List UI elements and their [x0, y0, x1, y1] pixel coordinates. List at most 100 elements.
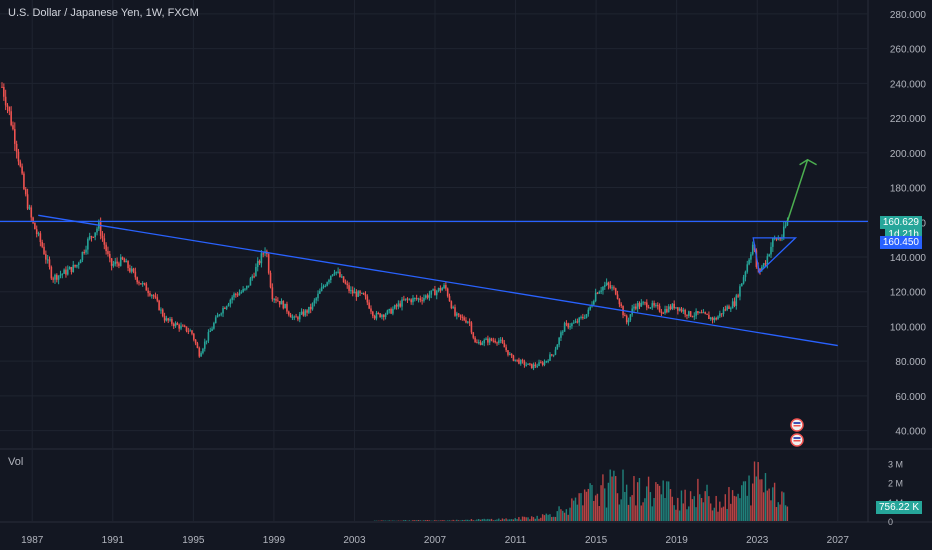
candle-body: [419, 298, 422, 301]
candle-body: [59, 274, 62, 276]
candle-body: [518, 359, 520, 364]
candle-body: [423, 297, 425, 301]
candle-body: [439, 287, 442, 291]
candle-body: [613, 287, 615, 289]
candle-body: [145, 283, 148, 291]
candle-body: [635, 306, 637, 309]
candle-body: [85, 249, 87, 253]
volume-bar: [554, 516, 557, 521]
candle-body: [605, 282, 608, 286]
volume-bar: [669, 489, 672, 521]
candle-body: [642, 302, 644, 304]
volume-bar: [518, 517, 520, 521]
candle-body: [540, 362, 542, 364]
candle-body: [770, 246, 772, 255]
volume-bar: [611, 476, 613, 521]
volume-pane-label[interactable]: Vol: [8, 456, 24, 468]
volume-bar: [596, 493, 599, 521]
candle-body: [448, 296, 451, 302]
candle-body: [308, 306, 310, 313]
symbol-title[interactable]: U.S. Dollar / Japanese Yen, 1W, FXCM: [8, 7, 199, 19]
candle-body: [428, 294, 431, 298]
time-tick-label: 2027: [827, 535, 850, 546]
candle-body: [751, 244, 754, 255]
candle-body: [722, 309, 725, 315]
volume-bar: [505, 518, 507, 521]
candle-body: [245, 285, 248, 289]
candle-body: [730, 308, 732, 310]
volume-bar: [658, 485, 661, 521]
volume-bar: [520, 519, 522, 521]
volume-bar: [412, 520, 414, 521]
candle-body: [426, 295, 429, 298]
candle-body: [775, 238, 778, 240]
candle-body: [779, 238, 781, 240]
volume-bar: [602, 474, 604, 521]
candle-body: [485, 338, 487, 340]
volume-bar: [717, 511, 719, 521]
time-tick-label: 1995: [182, 535, 205, 546]
candle-body: [697, 311, 699, 314]
candle-body: [163, 316, 166, 321]
candle-body: [364, 294, 367, 297]
volume-bar: [569, 507, 571, 521]
candle-body: [481, 343, 484, 345]
volume-bar: [529, 519, 531, 521]
volume-bar: [598, 506, 600, 521]
volume-bar: [461, 519, 463, 521]
candle-body: [141, 283, 144, 285]
candle-body: [593, 301, 595, 305]
candle-body: [379, 313, 381, 318]
volume-bar: [392, 520, 394, 521]
volume-bar: [576, 504, 579, 521]
candle-body: [34, 222, 36, 230]
volume-bar: [582, 505, 584, 521]
candle-body: [65, 269, 67, 275]
volume-bar: [572, 500, 575, 521]
candle-body: [249, 278, 252, 286]
candle-body: [719, 313, 721, 317]
volume-tick-label: 0: [888, 517, 893, 527]
volume-bar: [527, 517, 529, 521]
candle-body: [119, 257, 122, 266]
volume-bar: [476, 519, 478, 521]
candle-body: [684, 310, 686, 315]
volume-bar: [622, 469, 624, 521]
candle-body: [629, 314, 632, 321]
volume-bar: [534, 518, 537, 521]
volume-bar: [781, 491, 783, 521]
candle-body: [172, 323, 175, 327]
candle-body: [194, 339, 197, 344]
candle-body: [125, 261, 128, 263]
volume-bar: [682, 503, 684, 521]
volume-bar: [403, 520, 405, 521]
candle-body: [15, 143, 18, 152]
candle-body: [466, 321, 469, 323]
candle-body: [492, 340, 495, 342]
candle-body: [726, 306, 728, 310]
candle-body: [340, 276, 343, 278]
candle-body: [452, 307, 454, 309]
candle-body: [99, 222, 102, 236]
volume-bar: [560, 509, 562, 521]
volume-bar: [509, 519, 511, 521]
candle-body: [689, 311, 692, 317]
volume-bar: [516, 519, 518, 521]
candle-body: [359, 291, 361, 294]
candle-body: [328, 280, 330, 283]
candle-body: [372, 311, 374, 316]
candle-body: [404, 298, 407, 300]
candle-body: [496, 342, 498, 344]
volume-bar: [724, 494, 726, 521]
candle-body: [331, 274, 334, 276]
candle-body: [704, 312, 707, 314]
candle-body: [525, 364, 528, 366]
volume-bar: [457, 520, 460, 521]
volume-bar: [470, 519, 473, 521]
candle-body: [644, 302, 646, 304]
candle-body: [759, 268, 761, 271]
candle-body: [187, 331, 190, 333]
candle-body: [653, 303, 655, 306]
